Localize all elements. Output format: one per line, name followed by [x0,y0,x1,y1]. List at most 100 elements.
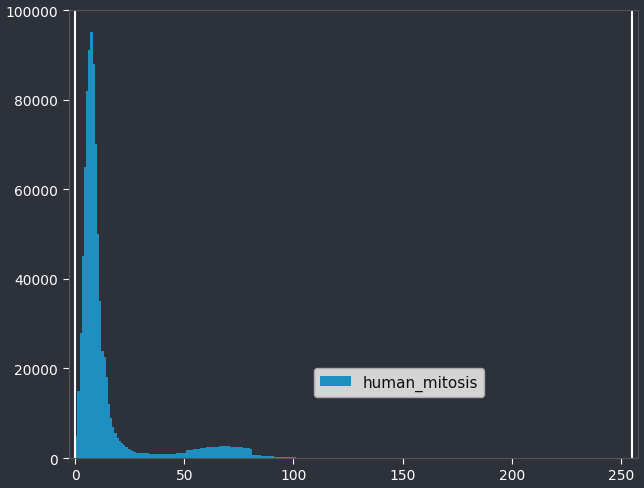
Bar [88,51,90,458]
Bar [254,455,256,458]
Bar [198,448,200,458]
Bar [115,433,117,458]
Bar [239,447,241,458]
Bar [154,454,156,458]
Bar [195,449,198,458]
Bar [213,447,215,458]
Bar [245,448,248,458]
Bar [237,447,239,458]
Bar [241,447,243,458]
Bar [272,456,274,458]
Bar [176,453,178,458]
Bar [276,457,278,458]
Bar [294,457,296,458]
Bar [93,65,95,458]
Bar [129,450,132,458]
Bar [187,450,189,458]
Legend: human_mitosis: human_mitosis [314,368,484,397]
Bar [280,457,283,458]
Bar [291,457,294,458]
Bar [160,454,162,458]
Bar [232,447,234,458]
Bar [269,456,272,458]
Bar [289,457,291,458]
Bar [147,453,149,458]
Bar [230,447,232,458]
Bar [189,450,191,458]
Bar [145,453,147,458]
Bar [156,454,158,458]
Bar [90,33,93,458]
Bar [217,447,219,458]
Bar [252,455,254,458]
Bar [95,145,97,458]
Bar [200,448,202,458]
Bar [219,447,222,458]
Bar [99,302,101,458]
Bar [140,453,143,458]
Bar [132,451,134,458]
Bar [180,453,182,458]
Bar [256,455,258,458]
Bar [151,454,154,458]
Bar [169,454,171,458]
Bar [162,454,165,458]
Bar [173,454,176,458]
Bar [118,441,121,458]
Bar [121,444,123,458]
Bar [126,447,128,458]
Bar [149,454,151,458]
Bar [101,351,104,458]
Bar [167,454,169,458]
Bar [193,449,195,458]
Bar [267,456,269,458]
Bar [287,457,289,458]
Bar [211,447,213,458]
Bar [82,257,84,458]
Bar [110,418,112,458]
Bar [208,447,211,458]
Bar [171,454,173,458]
Bar [228,447,230,458]
Bar [204,448,206,458]
Bar [250,448,252,458]
Bar [128,449,129,458]
Bar [283,457,285,458]
Bar [261,456,263,458]
Bar [79,333,82,458]
Bar [108,405,110,458]
Bar [202,448,204,458]
Bar [75,436,77,458]
Bar [223,447,226,458]
Bar [278,457,280,458]
Bar [138,453,140,458]
Bar [158,454,160,458]
Bar [178,453,180,458]
Bar [123,446,126,458]
Bar [265,456,267,458]
Bar [215,447,217,458]
Bar [165,454,167,458]
Bar [234,447,237,458]
Bar [134,452,137,458]
Bar [285,457,287,458]
Bar [263,456,265,458]
Bar [117,438,118,458]
Bar [97,235,99,458]
Bar [243,448,245,458]
Bar [112,427,115,458]
Bar [258,455,261,458]
Bar [184,453,187,458]
Bar [248,448,250,458]
Bar [84,167,86,458]
Bar [206,447,208,458]
Bar [86,92,88,458]
Bar [137,453,138,458]
Bar [191,449,193,458]
Bar [77,391,79,458]
Bar [222,447,223,458]
Bar [274,457,276,458]
Bar [104,358,106,458]
Bar [226,447,228,458]
Bar [106,378,108,458]
